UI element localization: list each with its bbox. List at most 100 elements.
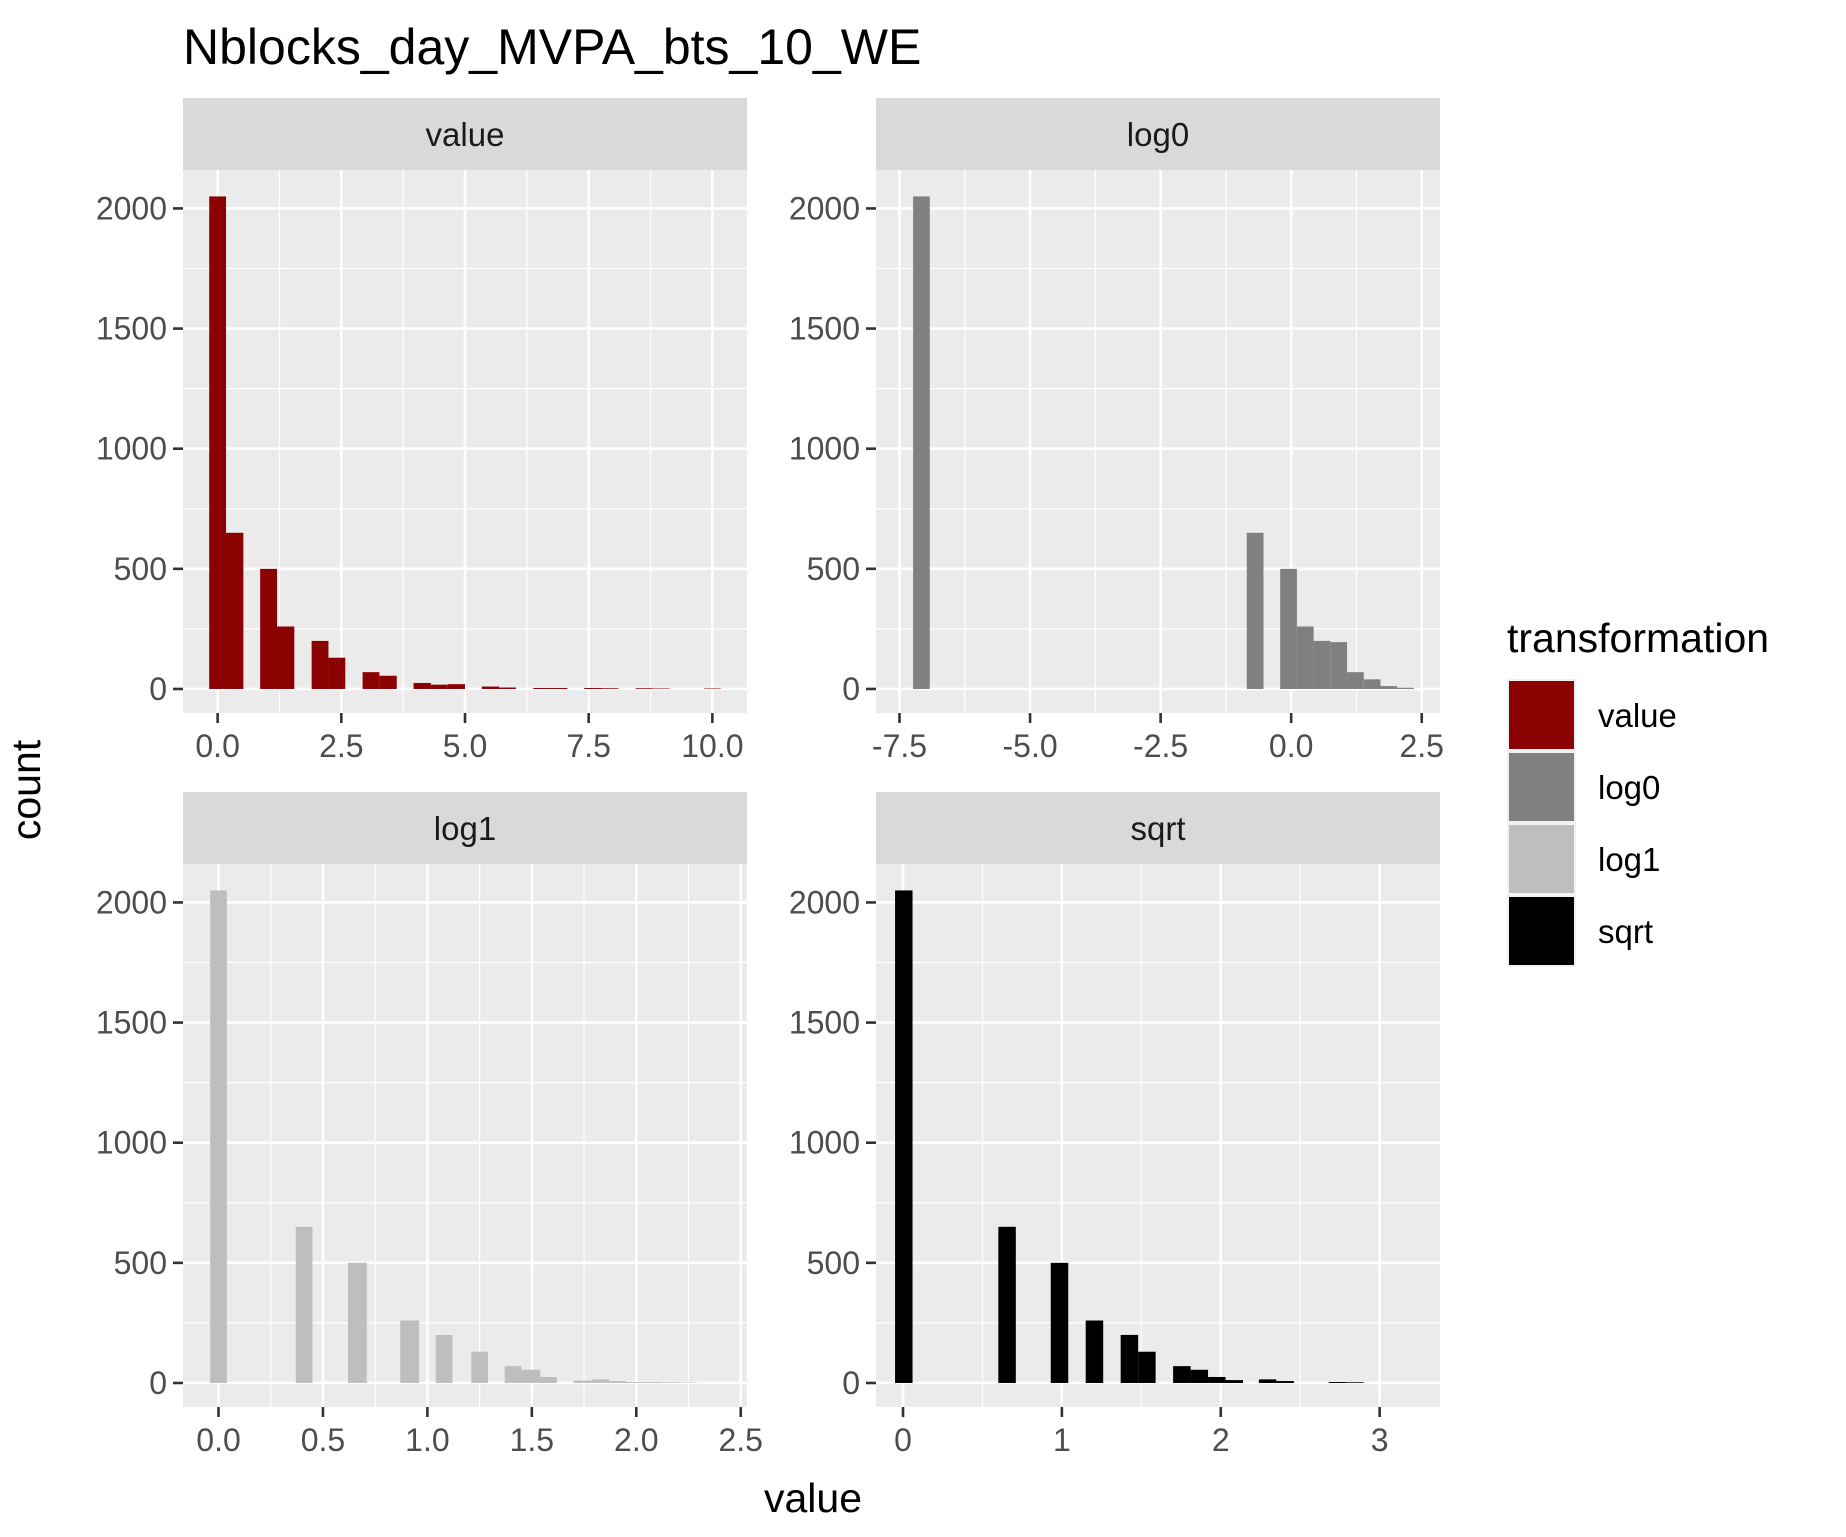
legend-label: log1 xyxy=(1598,841,1660,878)
x-tick-label: 3 xyxy=(1371,1422,1389,1458)
legend-title: transformation xyxy=(1507,615,1769,661)
histogram-bar xyxy=(379,675,397,689)
histogram-bar xyxy=(311,640,329,689)
histogram-bar xyxy=(348,1262,367,1383)
histogram-bar xyxy=(1276,1381,1294,1383)
y-tick-label: 500 xyxy=(114,1245,167,1281)
y-tick-label: 1500 xyxy=(96,1005,167,1041)
histogram-bar xyxy=(1313,640,1331,689)
legend-label: log0 xyxy=(1598,769,1660,806)
y-tick-label: 0 xyxy=(149,1365,167,1401)
histogram-bar xyxy=(1363,679,1381,689)
histogram-bar xyxy=(1225,1380,1243,1383)
histogram-bar xyxy=(295,1226,313,1383)
facet-panel-sqrt: sqrt 0 500 1000 1500 2000 0 1 2 3 xyxy=(789,792,1440,1458)
histogram-bar xyxy=(260,568,277,689)
histogram-bar xyxy=(413,682,431,689)
y-tick-label: 0 xyxy=(842,671,860,707)
histogram-bar xyxy=(504,1366,522,1383)
facet-strip-label: sqrt xyxy=(1130,810,1185,847)
legend-item-log1: log1 xyxy=(1507,823,1660,895)
y-tick-label: 0 xyxy=(842,1365,860,1401)
facet-strip-label: log1 xyxy=(434,810,496,847)
y-tick-label: 2000 xyxy=(789,884,860,920)
x-tick-label: 2.5 xyxy=(718,1422,762,1458)
histogram-bar xyxy=(1085,1320,1104,1383)
histogram-bar xyxy=(635,688,653,689)
facet-strip xyxy=(876,792,1440,864)
histogram-bar xyxy=(1346,1382,1364,1383)
x-tick-label: 10.0 xyxy=(681,728,743,764)
legend-item-sqrt: sqrt xyxy=(1507,895,1653,967)
histogram-bar xyxy=(328,657,346,689)
facet-strip-label: log0 xyxy=(1127,116,1189,153)
histogram-bar xyxy=(430,684,448,689)
histogram-bar xyxy=(1120,1334,1139,1383)
histogram-bar xyxy=(1347,672,1364,689)
histogram-bar xyxy=(499,687,516,689)
legend-label: sqrt xyxy=(1598,913,1653,950)
histogram-bar xyxy=(435,1334,453,1383)
histogram-bar xyxy=(998,1226,1016,1383)
x-tick-label: 1.5 xyxy=(510,1422,554,1458)
histogram-bar xyxy=(913,196,930,689)
facet-panel-value: value 0 500 1000 1500 2000 0.0 2.5 5.0 7.5 10.0 xyxy=(96,98,747,764)
x-tick-label: 0.0 xyxy=(196,1422,240,1458)
legend-key-swatch xyxy=(1509,897,1574,965)
histogram-bar xyxy=(362,672,380,689)
panel-background xyxy=(183,864,747,1407)
histogram-bar xyxy=(592,1379,610,1383)
histogram-bar xyxy=(1397,687,1414,689)
histogram-bar xyxy=(1296,626,1314,689)
x-tick-label: -7.5 xyxy=(872,728,927,764)
facet-panel-log0: log0 0 500 1000 1500 2000 -7.5 -5.0 -2.5 0.0 2.5 xyxy=(789,98,1444,764)
histogram-bar xyxy=(226,532,244,689)
legend: transformation value log0 log1 sqrt xyxy=(1507,615,1769,967)
y-tick-label: 2000 xyxy=(96,190,167,226)
histogram-bar xyxy=(550,688,568,689)
legend-key-swatch xyxy=(1509,681,1574,749)
chart-title: Nblocks_day_MVPA_bts_10_WE xyxy=(183,19,921,75)
x-tick-label: 0.5 xyxy=(301,1422,345,1458)
y-tick-label: 1000 xyxy=(789,431,860,467)
histogram-bar xyxy=(1173,1366,1191,1383)
histogram-bar xyxy=(1208,1376,1226,1383)
histogram-bar xyxy=(1380,686,1398,689)
histogram-bar xyxy=(277,626,295,689)
histogram-bar xyxy=(210,890,227,1383)
y-tick-label: 1000 xyxy=(789,1125,860,1161)
histogram-bar xyxy=(533,688,551,689)
histogram-bar xyxy=(601,688,619,689)
histogram-bar xyxy=(540,1376,557,1383)
x-tick-label: 0.0 xyxy=(195,728,239,764)
x-tick-label: -2.5 xyxy=(1133,728,1188,764)
facet-strip xyxy=(183,792,747,864)
legend-key-swatch xyxy=(1509,825,1574,893)
histogram-bar xyxy=(1190,1369,1209,1383)
y-tick-label: 500 xyxy=(807,551,860,587)
y-tick-label: 1000 xyxy=(96,1125,167,1161)
histogram-bar xyxy=(471,1351,488,1383)
histogram-bar xyxy=(661,1382,679,1383)
x-tick-label: 2.5 xyxy=(1399,728,1443,764)
x-tick-label: 5.0 xyxy=(443,728,487,764)
x-tick-label: 2 xyxy=(1212,1422,1230,1458)
histogram-bar xyxy=(1050,1262,1069,1383)
y-tick-label: 1500 xyxy=(789,311,860,347)
histogram-bar xyxy=(521,1369,541,1383)
facet-panel-log1: log1 0 500 1000 1500 2000 0.0 0.5 1.0 1.5 2.0 2.5 xyxy=(96,792,763,1458)
y-tick-label: 1500 xyxy=(789,1005,860,1041)
histogram-bar xyxy=(895,890,913,1383)
y-tick-label: 500 xyxy=(807,1245,860,1281)
histogram-bar xyxy=(644,1382,662,1383)
x-axis-title: value xyxy=(764,1475,862,1521)
histogram-bar xyxy=(400,1320,420,1383)
facet-strip xyxy=(183,98,747,170)
x-tick-label: 2.0 xyxy=(614,1422,658,1458)
x-tick-label: 0.0 xyxy=(1269,728,1313,764)
histogram-bar xyxy=(1246,532,1264,689)
x-tick-label: 2.5 xyxy=(319,728,363,764)
y-tick-label: 0 xyxy=(149,671,167,707)
